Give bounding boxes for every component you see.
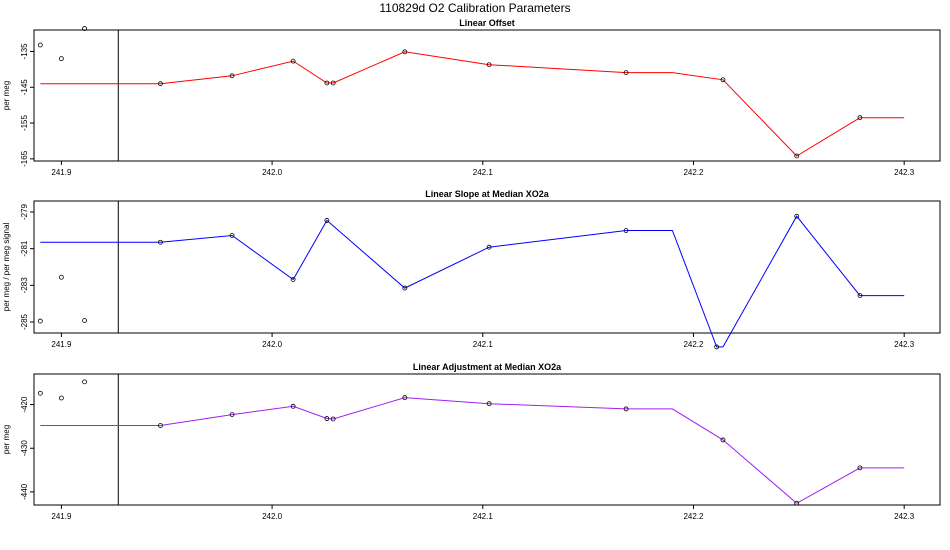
data-point — [158, 423, 163, 428]
series-line — [40, 51, 905, 157]
y-tick-label: -135 — [20, 43, 29, 60]
x-tick-label: 242.3 — [894, 512, 915, 521]
data-point — [623, 70, 629, 75]
y-tick-label: -420 — [20, 396, 29, 413]
x-tick-label: 242.1 — [473, 168, 494, 177]
panel-title: Linear Adjustment at Median XO2a — [413, 362, 562, 372]
data-point — [794, 500, 800, 506]
data-point — [720, 77, 726, 83]
data-point — [58, 274, 64, 280]
data-point — [486, 62, 492, 68]
data-point — [229, 233, 235, 238]
series-line — [40, 215, 905, 348]
y-tick-label: -155 — [20, 115, 29, 132]
y-tick-label: -430 — [20, 440, 29, 457]
figure-title: 110829d O2 Calibration Parameters — [379, 1, 570, 15]
data-point — [324, 218, 330, 223]
y-tick-label: -283 — [20, 277, 29, 294]
data-point — [794, 213, 800, 219]
y-axis-label: per meg — [2, 425, 11, 454]
data-point — [857, 293, 863, 299]
y-tick-label: -281 — [20, 240, 29, 257]
y-axis-label: per meg — [2, 81, 11, 110]
plot-frame — [33, 373, 941, 506]
data-point — [714, 344, 720, 350]
series-line — [40, 397, 905, 504]
data-point — [82, 26, 87, 31]
data-point — [402, 285, 408, 291]
panel-title: Linear Offset — [459, 18, 515, 28]
x-tick-label: 242.0 — [262, 512, 283, 521]
x-tick-label: 242.1 — [473, 340, 494, 349]
data-point — [58, 56, 64, 62]
data-point — [794, 153, 800, 159]
x-tick-label: 241.9 — [51, 512, 72, 521]
data-point — [623, 406, 629, 412]
y-tick-label: -440 — [20, 483, 29, 500]
data-point — [857, 465, 863, 471]
data-point — [330, 80, 336, 86]
x-tick-label: 242.2 — [683, 168, 704, 177]
x-tick-label: 242.2 — [683, 512, 704, 521]
y-tick-label: -145 — [20, 79, 29, 96]
data-point — [720, 437, 726, 443]
data-point — [229, 73, 235, 79]
data-point — [324, 80, 330, 86]
data-point — [486, 244, 492, 250]
data-point — [290, 403, 296, 409]
y-axis-label: per meg / per meg signal — [2, 223, 11, 312]
plot-frame — [33, 29, 941, 162]
panel-title: Linear Slope at Median XO2a — [425, 189, 550, 199]
x-tick-label: 242.2 — [683, 340, 704, 349]
data-point — [58, 395, 64, 401]
data-point — [229, 412, 235, 418]
x-tick-label: 241.9 — [51, 168, 72, 177]
data-point — [290, 277, 296, 282]
data-point — [402, 49, 408, 55]
y-tick-label: -165 — [20, 150, 29, 167]
plot-frame — [33, 200, 941, 334]
data-point — [486, 401, 492, 407]
data-point — [37, 42, 43, 48]
data-point — [158, 239, 163, 245]
y-tick-label: -279 — [20, 203, 29, 220]
y-tick-label: -285 — [20, 313, 29, 330]
x-tick-label: 242.1 — [473, 512, 494, 521]
data-point — [623, 228, 629, 233]
x-tick-label: 241.9 — [51, 340, 72, 349]
data-point — [402, 395, 408, 400]
data-point — [330, 416, 336, 422]
x-tick-label: 242.0 — [262, 168, 283, 177]
x-tick-label: 242.3 — [894, 340, 915, 349]
data-point — [857, 115, 863, 121]
data-point — [37, 318, 43, 324]
data-point — [290, 58, 296, 64]
data-point — [324, 416, 330, 421]
data-point — [82, 318, 87, 323]
data-point — [82, 379, 87, 385]
data-point — [158, 81, 163, 87]
x-tick-label: 242.3 — [894, 168, 915, 177]
x-tick-label: 242.0 — [262, 340, 283, 349]
data-point — [37, 390, 43, 396]
